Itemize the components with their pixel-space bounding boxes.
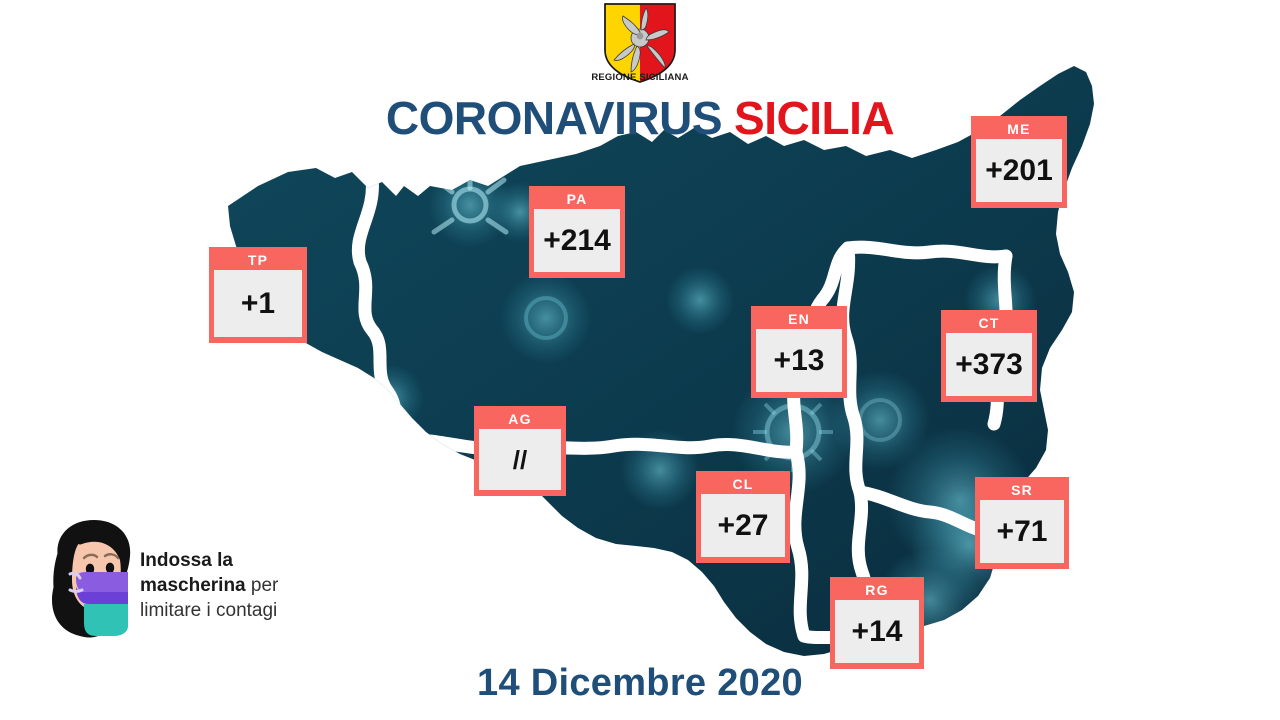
mask-notice-line3: limitare i contagi	[140, 600, 278, 621]
emblem-caption: REGIONE SICILIANA	[591, 72, 689, 83]
province-value: +14	[835, 600, 919, 663]
province-code: SR	[1011, 482, 1033, 498]
province-code: EN	[788, 311, 810, 327]
province-value: +1	[214, 270, 302, 337]
regione-siciliana-emblem	[604, 3, 676, 83]
province-value: //	[479, 429, 561, 490]
province-value: +13	[756, 329, 842, 392]
woman-with-mask-icon	[52, 520, 131, 638]
province-badge-tp[interactable]: TP +1	[209, 247, 307, 343]
mask-notice-line2-bold: mascherina	[140, 575, 246, 596]
title-sicilia: SICILIA	[734, 92, 895, 144]
province-value: +201	[976, 139, 1062, 202]
mask-notice-line1: Indossa la	[140, 550, 233, 571]
province-code: CT	[978, 315, 1000, 331]
report-date: 14 Dicembre 2020	[477, 662, 803, 704]
province-code: TP	[247, 252, 269, 268]
title-coronavirus: CORONAVIRUS	[385, 92, 723, 144]
province-value: +71	[980, 500, 1064, 563]
province-badge-pa[interactable]: PA +214	[529, 186, 625, 278]
page-title: CORONAVIRUS SICILIA	[0, 95, 1280, 141]
province-badge-me[interactable]: ME +201	[971, 116, 1067, 208]
province-badge-ag[interactable]: AG //	[474, 406, 566, 496]
province-code: RG	[865, 582, 889, 598]
province-code: ME	[1007, 121, 1031, 137]
province-value: +27	[701, 494, 785, 557]
province-badge-en[interactable]: EN +13	[751, 306, 847, 398]
province-badge-cl[interactable]: CL +27	[696, 471, 790, 563]
province-value: +214	[534, 209, 620, 272]
mask-notice-text: Indossa la mascherina per limitare i con…	[140, 548, 370, 623]
province-badge-sr[interactable]: SR +71	[975, 477, 1069, 569]
province-badge-rg[interactable]: RG +14	[830, 577, 924, 669]
mask-notice-line2-rest: per	[245, 575, 279, 596]
province-code: CL	[732, 476, 754, 492]
province-value: +373	[946, 333, 1032, 396]
province-code: PA	[566, 191, 588, 207]
province-badge-ct[interactable]: CT +373	[941, 310, 1037, 402]
province-code: AG	[508, 411, 532, 427]
